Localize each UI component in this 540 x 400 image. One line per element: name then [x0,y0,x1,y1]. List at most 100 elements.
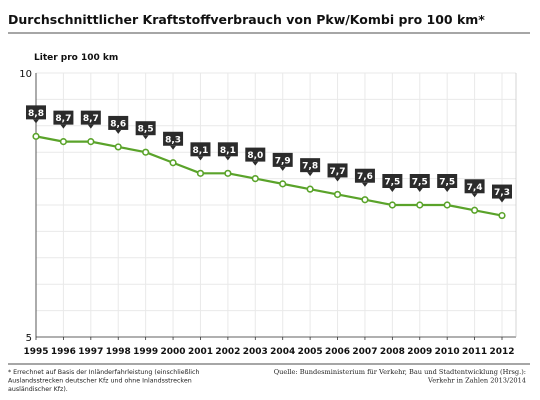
data-label-box [53,110,74,125]
data-labels: 8,8 8,7 8,7 8,6 8,5 8,3 8,1 8,1 8,0 7,9 7,8 7,7 7,6 7… [26,105,512,203]
data-label-box [464,179,485,194]
data-label-box [190,142,211,157]
data-point [169,159,177,167]
data-point [251,175,259,183]
data-label: 7,5 [412,178,428,188]
data-label-pointer [361,182,368,187]
source-line: Quelle: Bundesministerium für Verkehr, B… [274,368,526,376]
footnote-line: Auslandsstrecken deutscher Kfz und ohne … [8,378,192,385]
data-point [59,138,68,146]
x-tick-label: 2000 [161,347,186,357]
data-label: 8,1 [220,146,236,156]
data-label: 8,6 [110,119,126,129]
data-label-pointer [389,188,396,192]
x-tick-label: 2003 [243,347,268,357]
data-label-pointer [87,124,94,129]
x-tick-label: 1998 [106,347,131,357]
data-point [498,211,506,220]
data-label: 8,5 [138,125,154,135]
chart-title: Durchschnittlicher Kraftstoffverbrauch v… [8,12,485,27]
data-label-box [26,105,46,120]
data-label-box [272,152,293,167]
data-label-pointer [334,177,341,182]
data-label-pointer [170,145,177,150]
data-point [279,180,287,188]
y-tick-label: 10 [19,69,32,80]
x-tick-label: 1995 [23,347,48,357]
data-label: 7,9 [275,156,291,166]
data-label-box [80,110,101,125]
data-label-pointer [60,124,67,129]
unit-label: Liter pro 100 km [34,53,118,63]
data-label: 8,7 [83,114,99,124]
data-label-pointer [252,161,259,166]
data-point [443,201,451,209]
data-point [470,206,479,214]
data-point [388,201,396,209]
x-tick-label: 2006 [325,347,350,357]
data-label-box [217,142,238,157]
data-label-box [492,184,512,199]
data-label-box [163,131,184,146]
data-label-pointer [197,156,204,161]
data-point [32,132,40,140]
data-label: 8,1 [192,146,208,156]
data-label: 8,7 [55,114,71,124]
series-line-layer [35,135,503,217]
data-label: 8,3 [165,135,181,145]
data-label-pointer [444,188,451,192]
x-tick-label: 2002 [215,347,240,357]
data-point [306,185,314,193]
data-label-pointer [142,135,149,140]
x-tick-label: 1997 [78,347,103,357]
data-label: 8,0 [247,151,263,161]
data-point [333,190,342,199]
x-tick-label: 2004 [270,347,295,357]
data-label-box [300,158,321,173]
y-tick-labels: 5 10 [19,69,32,344]
data-label: 7,7 [330,167,346,177]
data-point [361,196,369,204]
data-point [87,138,95,146]
data-label-pointer [279,166,286,171]
data-label-pointer [416,188,423,192]
footnote: * Errechnet auf Basis der Inländerfahrle… [8,369,200,393]
data-label: 7,4 [467,183,483,193]
x-tick-label: 2011 [462,347,487,357]
data-label-box [354,168,375,183]
series-line [35,135,503,217]
x-tick-labels: 1995 1996 1997 1998 1999 2000 2001 2002 2003 2004… [23,347,514,357]
data-label-pointer [307,172,314,177]
x-tick-label: 1999 [133,347,158,357]
footnote-line: ausländischer Kfz). [8,386,68,393]
x-tick-label: 2009 [407,347,432,357]
footnote-line: * Errechnet auf Basis der Inländerfahrle… [8,369,200,376]
data-label-box [437,174,458,188]
x-tick-label: 2008 [380,347,405,357]
x-tick-label: 1996 [51,347,76,357]
data-label: 7,5 [439,178,455,188]
data-label: 8,8 [28,109,44,119]
source-note: Quelle: Bundesministerium für Verkehr, B… [274,368,526,385]
data-label-box [327,163,348,178]
data-point [416,201,424,209]
data-label-pointer [33,119,39,124]
data-label-box [409,174,430,188]
x-tick-label: 2001 [188,347,213,357]
source-line: Verkehr in Zahlen 2013/2014 [427,377,526,385]
x-tick-label: 2005 [298,347,323,357]
data-point [114,143,122,151]
data-label: 7,5 [384,178,400,188]
data-label: 7,6 [357,172,373,182]
data-label-pointer [499,198,505,203]
gridlines [35,72,516,338]
x-tick-label: 2010 [435,347,460,357]
data-label-pointer [115,129,122,134]
data-label-box [135,121,156,136]
data-label-pointer [224,156,231,161]
markers [32,132,506,220]
data-point [142,148,150,156]
data-point [196,169,205,177]
data-label-box [108,115,129,130]
